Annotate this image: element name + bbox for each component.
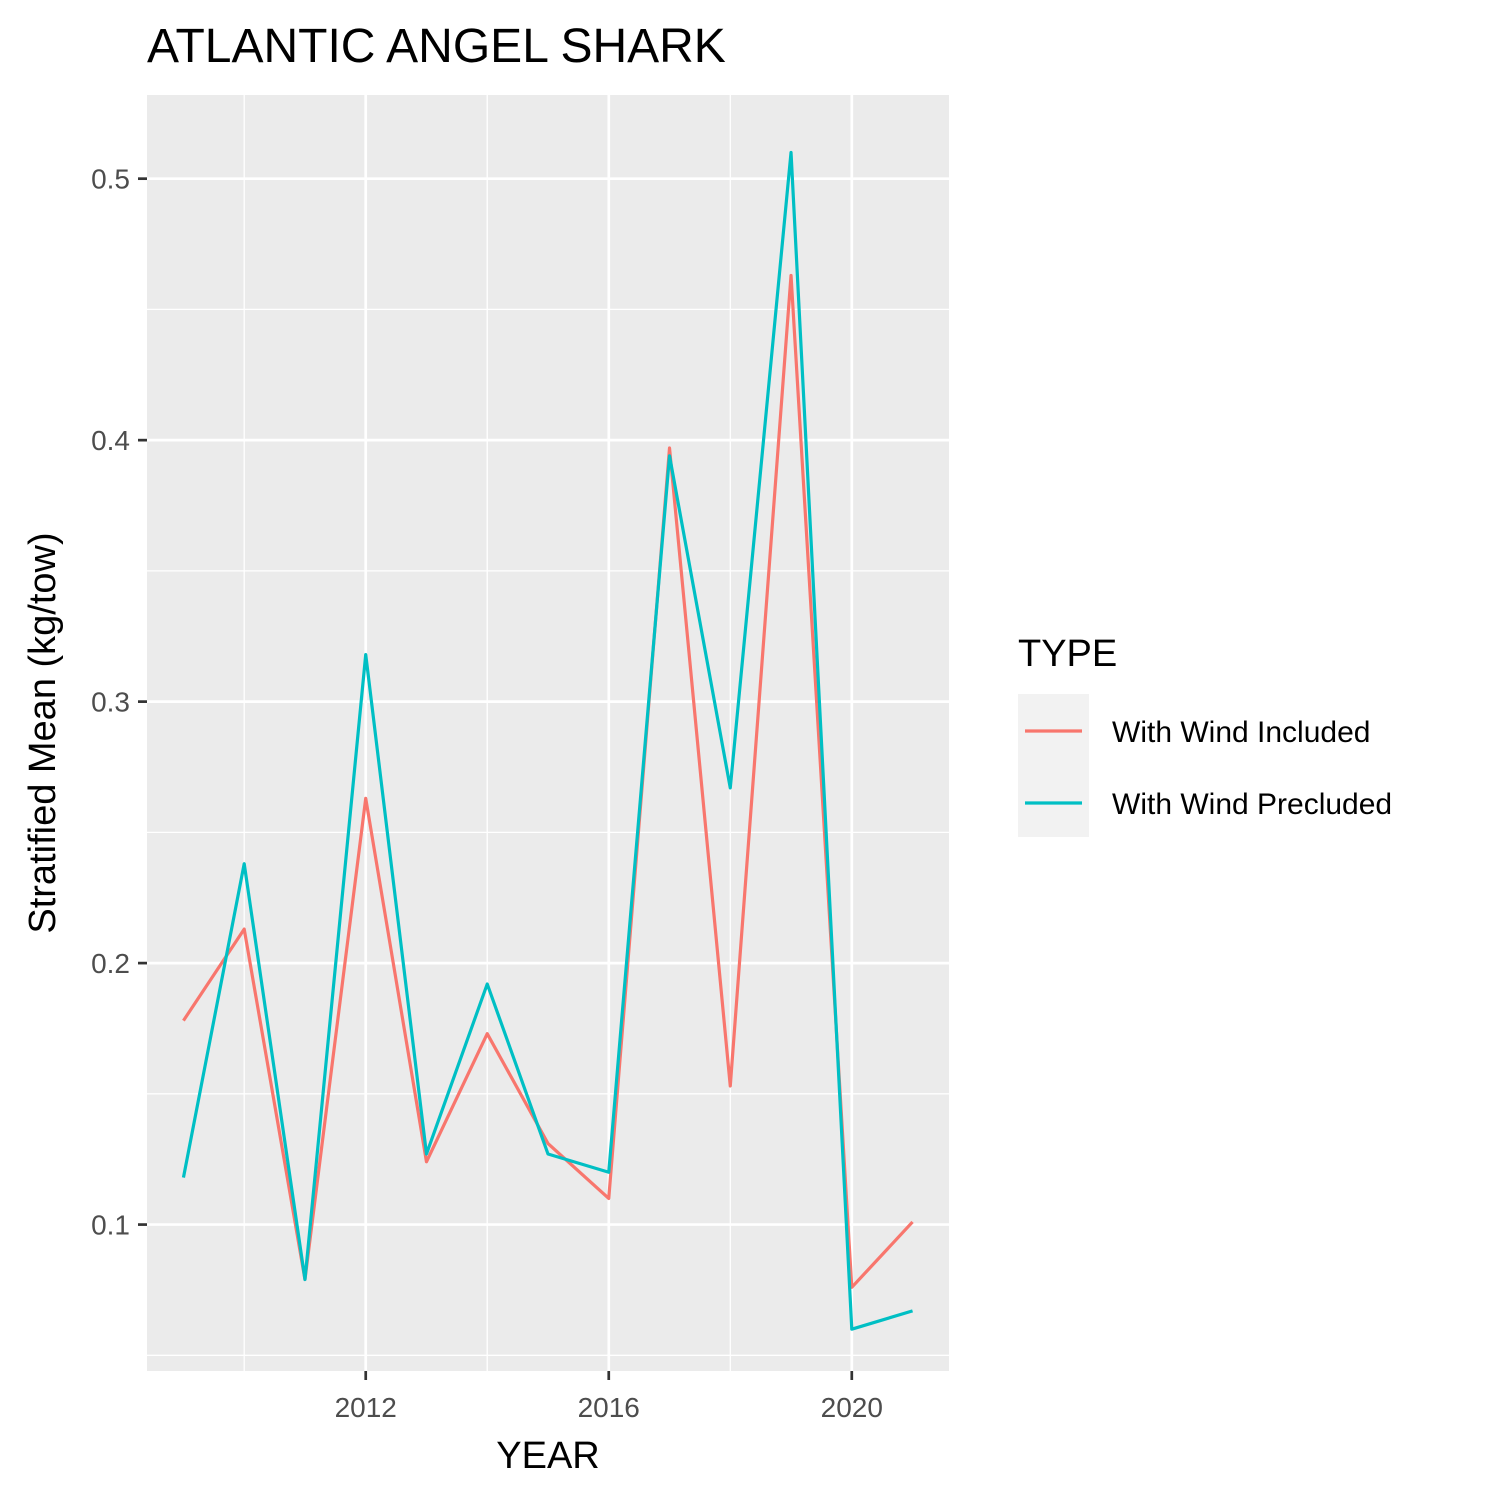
y-axis-title: Stratified Mean (kg/tow) bbox=[22, 532, 64, 933]
series-lines bbox=[181, 150, 914, 1331]
series-line-2 bbox=[181, 150, 914, 1331]
legend-key-background bbox=[1018, 694, 1089, 837]
y-tick-label: 0.3 bbox=[91, 687, 130, 718]
x-tick-label: 2020 bbox=[821, 1392, 883, 1423]
x-tick-label: 2012 bbox=[335, 1392, 397, 1423]
legend: With Wind Included With Wind Precluded bbox=[1025, 716, 1392, 821]
x-axis-title: YEAR bbox=[496, 1435, 599, 1477]
chart-title: ATLANTIC ANGEL SHARK bbox=[147, 20, 726, 73]
y-tick-label: 0.2 bbox=[91, 948, 130, 979]
y-tick-label: 0.1 bbox=[91, 1210, 130, 1241]
x-tick-label: 2016 bbox=[578, 1392, 640, 1423]
y-axis-ticks: 0.1 0.2 0.3 0.4 0.5 bbox=[91, 164, 147, 1241]
legend-label-1: With Wind Included bbox=[1112, 716, 1370, 749]
y-tick-label: 0.5 bbox=[91, 164, 130, 195]
minor-gridlines bbox=[147, 95, 949, 1371]
legend-label-2: With Wind Precluded bbox=[1112, 788, 1392, 821]
plot-panel bbox=[147, 95, 949, 1371]
legend-title: TYPE bbox=[1018, 633, 1117, 675]
y-tick-label: 0.4 bbox=[91, 425, 130, 456]
x-axis-ticks: 2012 2016 2020 bbox=[335, 1371, 883, 1423]
